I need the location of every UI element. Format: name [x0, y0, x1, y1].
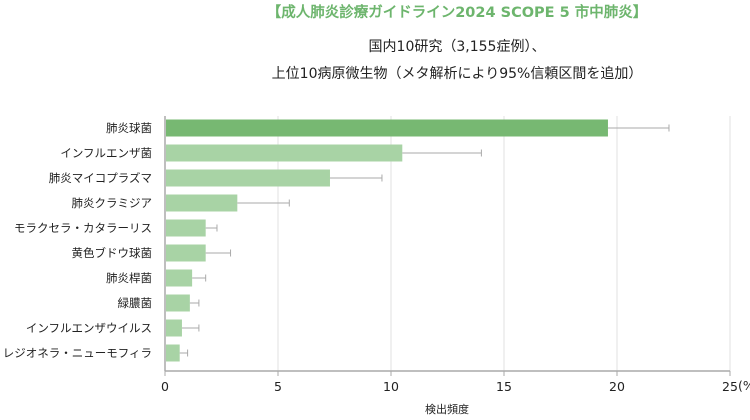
bar [166, 194, 238, 212]
x-tick-label: 10 [383, 379, 399, 394]
x-tick-label: 25 [722, 379, 738, 394]
chart-subtitle-line-2: 上位10病原微生物（メタ解析により95%信頼区間を追加） [272, 66, 643, 82]
chart-title: 【成人肺炎診療ガイドライン2024 SCOPE 5 市中肺炎】 [267, 3, 648, 21]
x-tick-label: 15 [496, 379, 512, 394]
bar [166, 119, 608, 137]
bar [166, 269, 193, 287]
category-label: レジオネラ・ニューモフィラ [3, 346, 152, 360]
category-label: 緑膿菌 [118, 296, 153, 310]
category-label: 肺炎マイコプラズマ [49, 171, 152, 185]
category-labels: 肺炎球菌インフルエンザ菌肺炎マイコプラズマ肺炎クラミジアモラクセラ・カタラーリス… [3, 121, 152, 360]
x-tick-label: 5 [274, 379, 282, 394]
category-label: 黄色ブドウ球菌 [72, 246, 153, 260]
category-label: 肺炎桿菌 [106, 271, 152, 285]
category-label: インフルエンザ菌 [60, 146, 152, 160]
chart-subtitle-line-1: 国内10研究（3,155症例）、 [369, 39, 546, 55]
bar [166, 244, 206, 262]
category-label: モラクセラ・カタラーリス [14, 221, 152, 235]
x-tick-label: 0 [161, 379, 169, 394]
bars [166, 119, 670, 362]
x-axis-label: 検出頻度 [425, 402, 469, 416]
bar [166, 344, 180, 362]
bar [166, 219, 206, 237]
bar [166, 144, 403, 162]
bar [166, 294, 190, 312]
category-label: 肺炎クラミジア [72, 196, 153, 210]
bar [166, 169, 330, 187]
category-label: 肺炎球菌 [106, 121, 152, 135]
bar [166, 319, 182, 337]
x-unit-label: (%) [738, 378, 750, 393]
x-tick-labels: 0 5 10 15 20 25 [161, 379, 738, 394]
x-tick-label: 20 [609, 379, 625, 394]
category-label: インフルエンザウイルス [26, 321, 152, 335]
